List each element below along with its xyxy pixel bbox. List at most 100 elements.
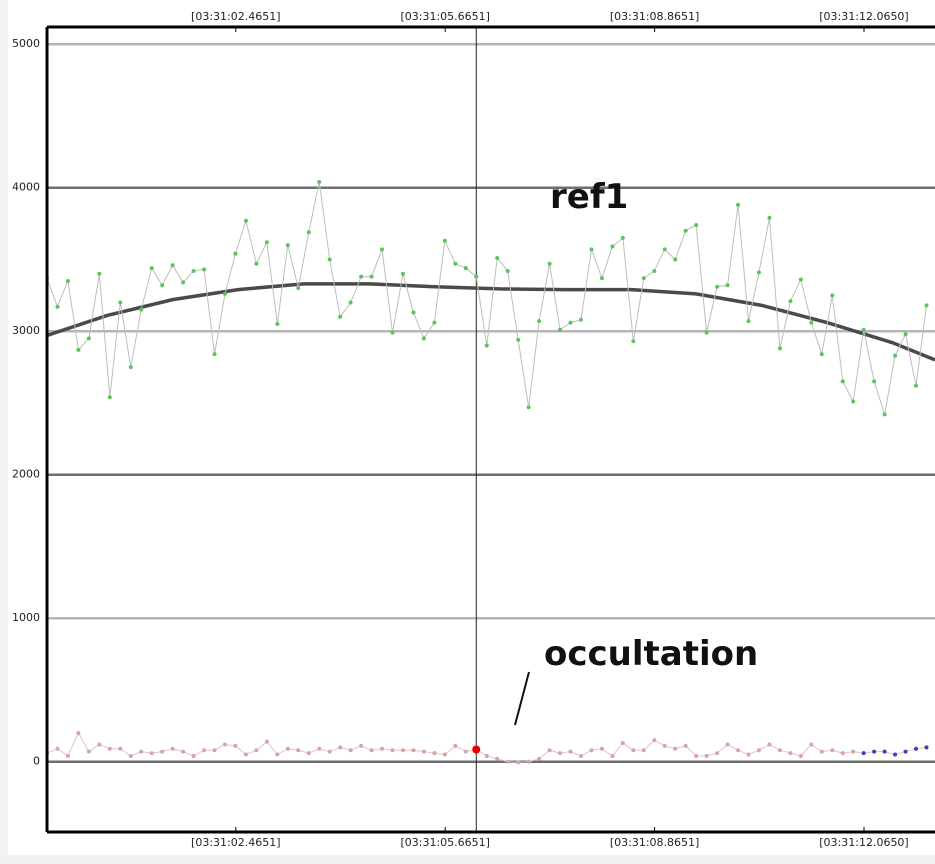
data-point	[641, 276, 646, 281]
annotation: occultation	[544, 634, 758, 674]
x-tick-label: [03:31:12.0650]	[819, 10, 908, 23]
data-point	[380, 247, 385, 252]
data-point	[306, 230, 311, 235]
data-point	[610, 244, 615, 249]
data-point	[620, 235, 625, 240]
x-tick-label: [03:31:02.4651]	[191, 836, 280, 849]
data-point	[882, 412, 887, 417]
data-point	[924, 303, 929, 308]
data-point	[202, 267, 207, 272]
data-point	[599, 276, 604, 281]
data-point	[107, 395, 112, 400]
data-point	[160, 749, 165, 754]
data-point	[296, 748, 301, 753]
data-point	[495, 256, 500, 261]
data-point	[767, 742, 772, 747]
data-point	[673, 746, 678, 751]
data-point	[170, 746, 175, 751]
data-point	[233, 743, 238, 748]
data-point	[568, 320, 573, 325]
data-point	[704, 330, 709, 335]
data-point	[558, 327, 563, 332]
data-point	[495, 756, 500, 761]
data-point	[694, 753, 699, 758]
data-point	[746, 319, 751, 324]
data-point	[243, 218, 248, 223]
data-point	[55, 304, 60, 309]
data-point	[233, 251, 238, 256]
data-point	[516, 760, 521, 765]
data-point	[777, 748, 782, 753]
data-point	[191, 268, 196, 273]
data-point	[694, 223, 699, 228]
grid	[47, 42, 935, 763]
data-point	[641, 748, 646, 753]
data-point	[139, 307, 144, 312]
data-point	[526, 759, 531, 764]
data-point	[348, 748, 353, 753]
data-point	[893, 752, 898, 757]
data-point	[463, 266, 468, 271]
data-point	[275, 322, 280, 327]
data-point	[472, 745, 481, 754]
data-point	[924, 745, 929, 750]
data-point	[652, 268, 657, 273]
data-point	[558, 751, 563, 756]
data-point	[547, 748, 552, 753]
data-point	[589, 748, 594, 753]
data-point	[400, 271, 405, 276]
data-point	[903, 749, 908, 754]
data-point	[285, 243, 290, 248]
data-point	[620, 741, 625, 746]
data-point	[631, 748, 636, 753]
data-point	[578, 753, 583, 758]
data-point	[568, 749, 573, 754]
data-point	[683, 228, 688, 233]
data-point	[662, 743, 667, 748]
data-point	[181, 280, 186, 285]
data-point	[149, 751, 154, 756]
y-tick-label: 0	[33, 755, 40, 768]
data-point	[128, 365, 133, 370]
y-tick-label: 2000	[12, 468, 40, 481]
data-point	[254, 748, 259, 753]
data-point	[390, 330, 395, 335]
data-point	[432, 320, 437, 325]
data-point	[756, 748, 761, 753]
trend-line	[47, 282, 935, 362]
data-point	[652, 738, 657, 743]
data-point	[725, 283, 730, 288]
data-point	[599, 746, 604, 751]
data-point	[338, 314, 343, 319]
x-tick-label: [03:31:05.6651]	[400, 10, 489, 23]
data-point	[578, 317, 583, 322]
data-point	[914, 746, 919, 751]
data-point	[809, 742, 814, 747]
data-point	[872, 379, 877, 384]
data-point	[840, 379, 845, 384]
data-point	[474, 274, 479, 279]
data-point	[149, 266, 154, 271]
data-point	[191, 753, 196, 758]
data-point	[170, 263, 175, 268]
data-point	[411, 748, 416, 753]
y-tick-label: 4000	[12, 181, 40, 194]
labels: 0 1000 2000 3000 4000 5000 [03:31:02.4651] [03:…	[12, 10, 909, 849]
x-tick-label: [03:31:05.6651]	[400, 836, 489, 849]
data-point	[819, 749, 824, 754]
data-point	[788, 751, 793, 756]
plot-area	[47, 27, 935, 832]
data-point	[453, 743, 458, 748]
data-point	[830, 748, 835, 753]
data-point	[348, 300, 353, 305]
data-point	[359, 274, 364, 279]
data-point	[547, 261, 552, 266]
data-point	[851, 749, 856, 754]
data-point	[537, 319, 542, 324]
annotation: ref1	[550, 177, 628, 217]
data-point	[442, 752, 447, 757]
data-point	[736, 202, 741, 207]
data-point	[725, 742, 730, 747]
data-point	[872, 749, 877, 754]
